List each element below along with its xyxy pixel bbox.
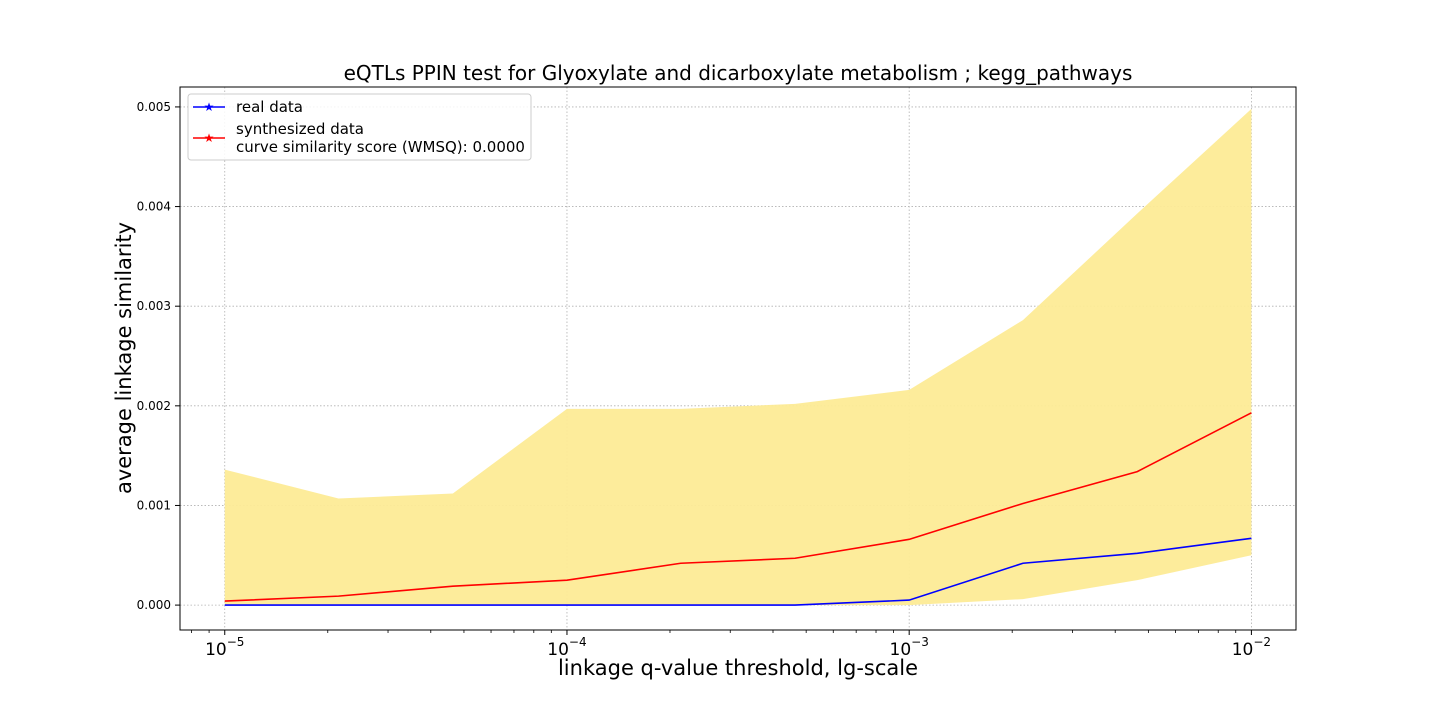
x-axis-label: linkage q-value threshold, lg-scale	[558, 656, 918, 680]
y-axis-ticks: 0.000 0.001 0.002 0.003 0.004 0.005	[137, 100, 180, 612]
legend: ★ real data ★ synthesized data curve sim…	[187, 93, 532, 161]
legend-label-real: real data	[236, 98, 303, 116]
x-axis-ticks: 10−5 10−4 10−3 10−2	[191, 630, 1271, 660]
y-tick-label: 0.005	[137, 100, 171, 114]
legend-label-score: curve similarity score (WMSQ): 0.0000	[236, 138, 525, 156]
x-tick-label: 10−4	[547, 635, 586, 660]
series-layer	[224, 412, 1252, 606]
plot-frame	[179, 86, 1297, 631]
x-tick-label: 10−3	[890, 635, 929, 660]
y-axis-label: average linkage similarity	[112, 222, 136, 494]
legend-label-synth: synthesized data	[236, 120, 364, 138]
y-tick-label: 0.002	[137, 399, 171, 413]
confidence-band-layer	[224, 108, 1252, 606]
y-tick-label: 0.004	[137, 200, 171, 214]
series-line-real-data	[224, 537, 1252, 606]
y-tick-label: 0.003	[137, 299, 171, 313]
confidence-band	[224, 108, 1252, 606]
series-line-synthesized-data	[224, 412, 1252, 602]
legend-marker-synth: ★	[204, 131, 215, 145]
x-tick-label: 10−2	[1232, 635, 1271, 660]
legend-box	[187, 93, 532, 161]
chart-title: eQTLs PPIN test for Glyoxylate and dicar…	[344, 61, 1133, 85]
y-tick-label: 0.001	[137, 498, 171, 512]
x-tick-label: 10−5	[205, 635, 244, 660]
legend-marker-real: ★	[204, 100, 215, 114]
y-tick-label: 0.000	[137, 598, 171, 612]
